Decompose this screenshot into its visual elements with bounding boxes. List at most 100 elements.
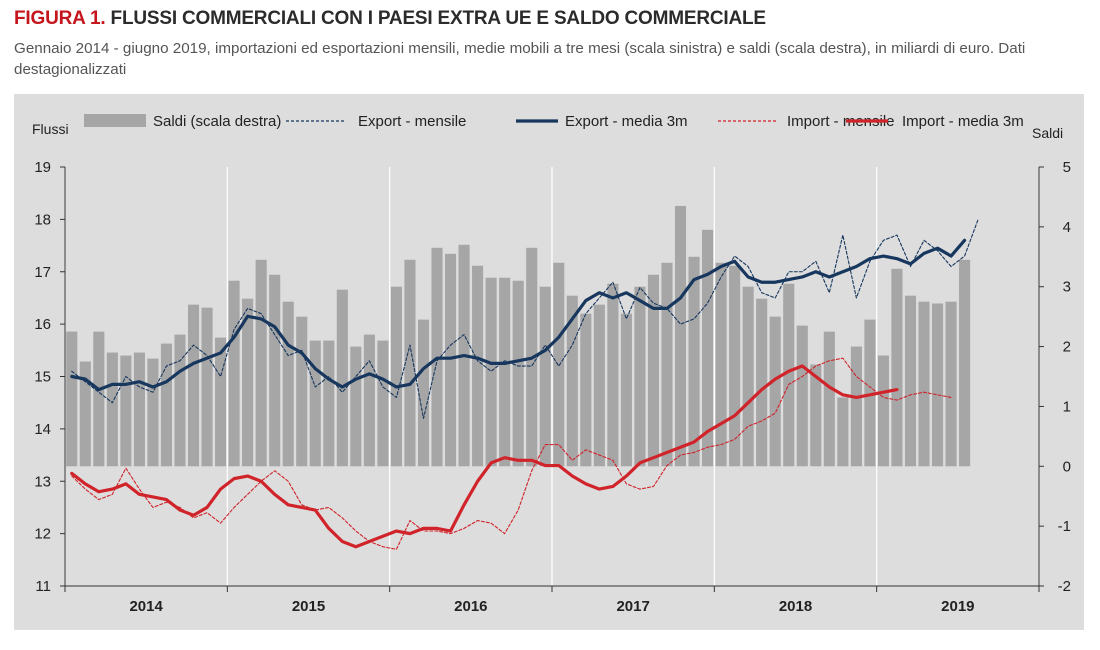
saldi-bar	[485, 277, 497, 467]
legend-label: Saldi (scala destra)	[153, 113, 281, 130]
saldi-bar	[201, 307, 213, 467]
saldi-bar	[864, 319, 876, 467]
saldi-bar	[350, 346, 362, 467]
saldi-bar	[66, 331, 78, 467]
saldi-bar	[377, 340, 389, 467]
saldi-bar	[566, 295, 578, 467]
saldi-bar	[417, 319, 430, 467]
saldi-bar	[133, 352, 145, 467]
right-tick-label: 3	[1063, 279, 1071, 296]
saldi-bar	[147, 358, 159, 467]
export-mensile-line	[71, 218, 979, 419]
figure-label: FIGURA 1.	[14, 8, 106, 29]
left-tick-label: 18	[34, 211, 51, 228]
saldi-bar	[634, 286, 646, 467]
saldi-bar	[553, 262, 565, 467]
saldi-bar	[363, 334, 375, 467]
right-tick-label: 4	[1063, 219, 1071, 236]
saldi-bar	[945, 301, 957, 467]
year-label: 2015	[292, 598, 325, 615]
saldi-bar	[390, 286, 402, 467]
lines	[70, 218, 979, 550]
saldi-bar	[688, 256, 700, 467]
legend-label: Import - mensile	[787, 113, 895, 130]
export-media-3m-line	[70, 238, 967, 392]
left-tick-label: 11	[35, 578, 51, 595]
chart-area: 11 12 13 14 15 16 17 18 19 -2 -1 0 1 2 3 4 5 2014 2015 2016…	[14, 94, 1084, 630]
saldi-bar	[539, 286, 551, 467]
saldi-bar	[187, 304, 200, 467]
right-tick-label: -1	[1058, 518, 1071, 535]
saldi-bar	[228, 280, 240, 467]
saldi-bar	[404, 259, 416, 467]
year-label: 2014	[129, 598, 163, 615]
saldi-bar	[796, 325, 808, 467]
saldi-bar	[620, 313, 632, 467]
saldi-bar	[255, 259, 267, 467]
saldi-bar	[512, 280, 524, 467]
saldi-bar	[810, 364, 822, 467]
figure-title: FIGURA 1. FLUSSI COMMERCIALI CON I PAESI…	[14, 8, 766, 30]
left-tick-label: 14	[34, 421, 51, 438]
saldi-bar	[269, 274, 281, 467]
year-label: 2018	[779, 598, 812, 615]
saldi-bar	[323, 340, 335, 467]
import-media-3m-line	[70, 364, 899, 549]
figure-subtitle: Gennaio 2014 - giugno 2019, importazioni…	[14, 40, 1026, 78]
saldi-bar	[499, 277, 511, 467]
saldi-bar	[593, 304, 605, 467]
right-tick-label: 5	[1063, 159, 1071, 176]
saldi-bar	[904, 295, 917, 467]
saldi-bar	[93, 331, 105, 467]
saldi-bar	[850, 346, 862, 467]
saldi-bar	[215, 337, 227, 467]
saldi-bar	[877, 355, 889, 467]
saldi-bar	[472, 265, 484, 467]
left-tick-label: 17	[34, 264, 51, 281]
saldi-bar	[715, 262, 727, 467]
saldi-bar	[174, 334, 186, 467]
legend-label: Export - media 3m	[565, 113, 688, 130]
saldi-bar	[580, 313, 592, 467]
saldi-bar	[79, 361, 91, 467]
saldi-bar	[309, 340, 321, 467]
saldi-bar	[120, 355, 132, 467]
saldi-bar	[837, 397, 849, 467]
saldi-bar	[769, 316, 781, 467]
saldi-bar	[783, 283, 795, 467]
legend-label: Export - mensile	[358, 113, 466, 130]
right-tick-label: 1	[1063, 398, 1071, 415]
saldi-bar	[444, 253, 457, 467]
bars-saldi	[66, 205, 971, 467]
left-axis-title: Flussi	[32, 121, 69, 137]
right-axis-title: Saldi	[1032, 125, 1063, 141]
saldi-bar	[959, 259, 971, 467]
saldi-bar	[891, 268, 903, 467]
saldi-bar	[823, 331, 835, 467]
figure-title-text: FLUSSI COMMERCIALI CON I PAESI EXTRA UE …	[110, 8, 767, 29]
saldi-bar	[661, 262, 673, 467]
left-tick-label: 12	[34, 526, 51, 543]
legend-label: Import - media 3m	[902, 113, 1024, 130]
saldi-bar	[931, 303, 944, 467]
saldi-bar	[647, 274, 660, 467]
left-tick-label: 15	[34, 369, 51, 386]
left-tick-label: 13	[34, 473, 51, 490]
saldi-bar	[729, 265, 741, 467]
year-label: 2019	[941, 598, 974, 615]
year-label: 2016	[454, 598, 487, 615]
saldi-bar	[106, 352, 118, 467]
right-tick-label: 2	[1063, 339, 1071, 356]
saldi-bar	[296, 316, 308, 467]
saldi-bar	[336, 289, 348, 467]
legend-swatch-saldi	[84, 114, 146, 127]
saldi-bar	[674, 205, 687, 467]
saldi-bar	[282, 301, 294, 467]
legend: Saldi (scala destra) Export - mensile Expo…	[84, 113, 1024, 130]
left-tick-label: 16	[34, 316, 51, 333]
saldi-bar	[918, 301, 930, 467]
year-label: 2017	[616, 598, 649, 615]
saldi-bar	[756, 298, 768, 467]
